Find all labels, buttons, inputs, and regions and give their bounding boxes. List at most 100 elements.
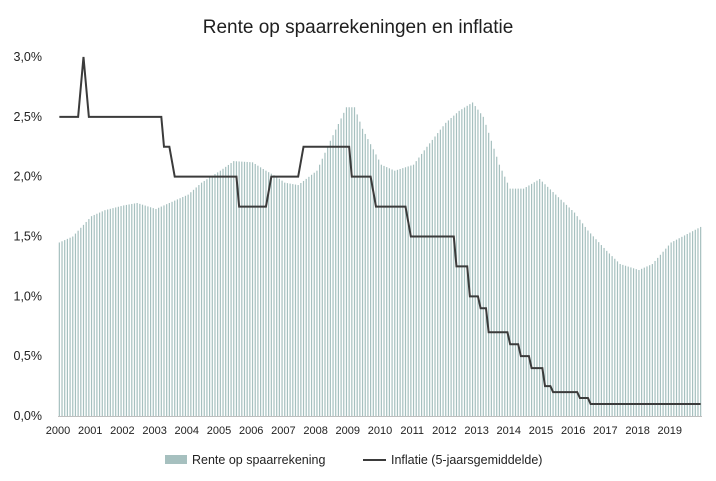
bar bbox=[692, 231, 694, 416]
legend-label-rente: Rente op spaarrekening bbox=[192, 453, 325, 467]
bar bbox=[675, 239, 678, 416]
bar bbox=[651, 264, 653, 416]
bar bbox=[480, 113, 482, 417]
bar bbox=[600, 245, 602, 416]
x-tick-label: 2004 bbox=[175, 425, 199, 437]
bar bbox=[200, 182, 203, 416]
bar bbox=[372, 149, 374, 416]
bar bbox=[174, 200, 176, 416]
bar bbox=[109, 208, 111, 416]
bar bbox=[192, 189, 195, 416]
bar bbox=[423, 150, 425, 416]
bar bbox=[616, 261, 619, 416]
bar bbox=[163, 205, 165, 416]
y-tick-label: 2,0% bbox=[14, 170, 43, 184]
bar bbox=[649, 265, 651, 416]
line-series-inflatie bbox=[59, 56, 701, 406]
x-tick-label: 2015 bbox=[529, 425, 553, 437]
bar bbox=[557, 197, 560, 416]
bar bbox=[217, 172, 219, 416]
bar bbox=[439, 129, 441, 416]
bar bbox=[388, 168, 390, 416]
bar bbox=[324, 152, 326, 417]
bar bbox=[514, 188, 517, 416]
bar bbox=[190, 192, 192, 416]
bar bbox=[549, 189, 551, 416]
bar bbox=[302, 180, 305, 416]
bar bbox=[461, 109, 463, 417]
bar bbox=[115, 207, 117, 416]
bar bbox=[273, 175, 275, 416]
bar bbox=[249, 162, 251, 416]
bar bbox=[539, 179, 541, 416]
bar bbox=[509, 188, 511, 416]
bar bbox=[493, 148, 495, 417]
y-tick-label: 2,5% bbox=[14, 110, 43, 124]
bar bbox=[313, 172, 315, 416]
bar bbox=[139, 203, 141, 416]
bar bbox=[168, 202, 170, 416]
bar bbox=[415, 161, 417, 416]
bar bbox=[646, 266, 648, 416]
x-tick-label: 2000 bbox=[46, 425, 70, 437]
bar bbox=[265, 170, 267, 416]
bar bbox=[85, 221, 87, 416]
bar bbox=[504, 176, 506, 416]
bar bbox=[437, 133, 439, 416]
bar bbox=[466, 105, 468, 416]
bar bbox=[563, 202, 565, 416]
bar bbox=[281, 180, 283, 416]
bar bbox=[69, 237, 71, 416]
bar bbox=[262, 169, 264, 416]
y-tick-label: 1,0% bbox=[14, 289, 43, 303]
bar bbox=[343, 112, 345, 416]
bar bbox=[536, 180, 538, 416]
x-tick-label: 2013 bbox=[464, 425, 488, 437]
bar bbox=[590, 233, 592, 416]
bar bbox=[294, 184, 297, 416]
bar bbox=[284, 182, 286, 416]
bar bbox=[297, 185, 299, 416]
bar bbox=[700, 226, 702, 416]
legend-label-inflatie: Inflatie (5-jaarsgemiddelde) bbox=[391, 453, 542, 467]
bar bbox=[380, 164, 382, 416]
bar bbox=[404, 167, 407, 416]
bar bbox=[278, 178, 280, 416]
x-tick-label: 2001 bbox=[78, 425, 102, 437]
bar bbox=[624, 265, 627, 416]
bar bbox=[522, 188, 525, 416]
bar bbox=[477, 109, 479, 417]
bar bbox=[184, 195, 187, 416]
bar bbox=[565, 204, 568, 416]
bar bbox=[635, 269, 637, 416]
bar bbox=[128, 204, 130, 416]
bar bbox=[292, 184, 294, 416]
bar bbox=[227, 164, 229, 416]
bar bbox=[66, 238, 68, 416]
bar bbox=[434, 136, 436, 417]
bar bbox=[447, 120, 450, 417]
bar bbox=[74, 233, 77, 416]
bar bbox=[238, 161, 240, 416]
bar bbox=[643, 267, 645, 416]
bar bbox=[112, 208, 114, 416]
bar bbox=[310, 174, 313, 416]
bar bbox=[450, 118, 452, 416]
bar bbox=[673, 241, 675, 416]
bar bbox=[345, 107, 348, 416]
bar bbox=[632, 268, 635, 416]
bar bbox=[657, 257, 659, 416]
bar bbox=[598, 242, 600, 416]
bar bbox=[289, 183, 291, 416]
bar bbox=[697, 228, 699, 416]
x-tick-label: 2007 bbox=[271, 425, 295, 437]
bar bbox=[158, 207, 160, 416]
bar bbox=[595, 239, 597, 416]
bar bbox=[131, 203, 133, 416]
y-tick-label: 0,0% bbox=[14, 409, 43, 423]
bar bbox=[485, 124, 487, 416]
x-tick-label: 2003 bbox=[142, 425, 166, 437]
bar bbox=[300, 182, 302, 416]
y-axis-ticks: 0,0% 0,5% 1,0% 1,5% 2,0% 2,5% 3,0% bbox=[14, 50, 43, 423]
bar bbox=[431, 139, 433, 416]
